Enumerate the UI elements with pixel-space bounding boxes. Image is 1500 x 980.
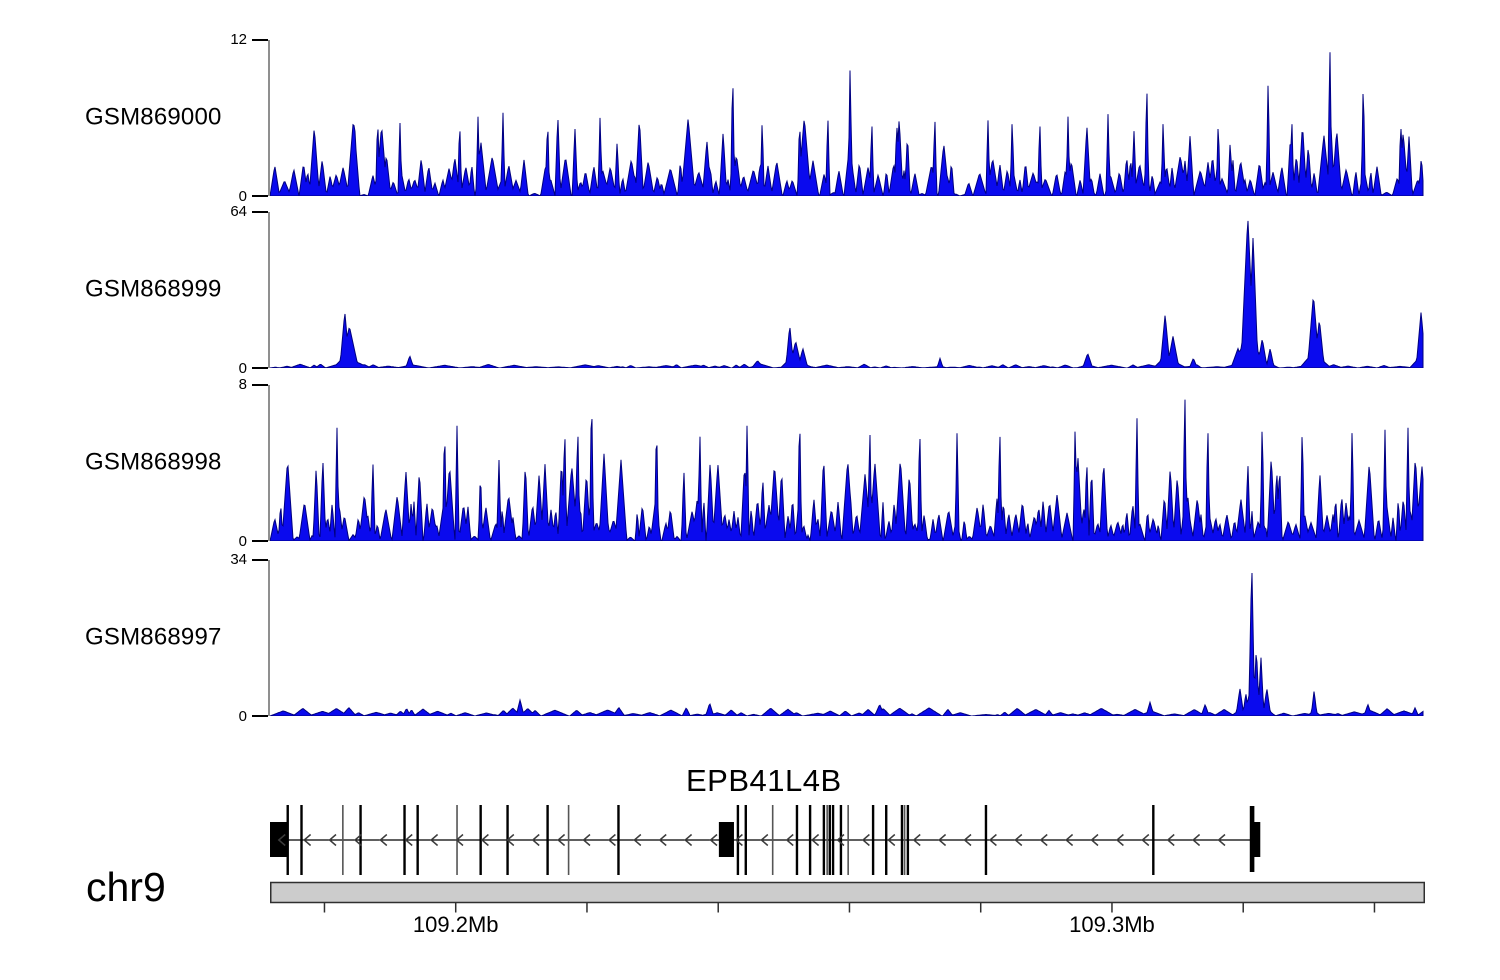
track-label: GSM868998 <box>85 448 222 476</box>
y-axis-top-tick <box>252 211 268 213</box>
coverage-histogram-svg <box>270 399 1424 541</box>
y-axis-top-tick <box>252 559 268 561</box>
y-axis-bottom-tick <box>252 715 268 717</box>
y-axis-line <box>268 40 270 196</box>
y-axis-bottom-tick <box>252 367 268 369</box>
y-axis-bottom-tick <box>252 540 268 542</box>
y-axis-zero-label: 0 <box>238 188 247 205</box>
y-axis-zero-label: 0 <box>238 708 247 725</box>
track-label: GSM868999 <box>85 275 222 303</box>
y-axis-max-label: 34 <box>230 551 247 568</box>
y-axis-line <box>268 385 270 541</box>
y-axis-max-label: 64 <box>230 203 247 220</box>
axis-mb-label: 109.2Mb <box>412 912 499 937</box>
coverage-histogram-svg <box>270 52 1424 196</box>
y-axis-zero-label: 0 <box>238 360 247 377</box>
axis-mb-label: 109.3Mb <box>1069 912 1155 937</box>
track-row: GSM868998 8 0 <box>0 376 1500 550</box>
gene-model-svg <box>270 805 1261 875</box>
track-row: GSM869000 12 0 <box>0 31 1500 205</box>
gene-name-label: EPB41L4B <box>685 763 842 798</box>
track-label: GSM868997 <box>85 623 222 651</box>
y-axis-max-label: 12 <box>230 31 247 48</box>
y-axis-max-label: 8 <box>238 376 247 393</box>
y-axis-top-tick <box>252 384 268 386</box>
y-axis-zero-label: 0 <box>238 533 247 550</box>
track-row: GSM868999 64 0 <box>0 203 1500 377</box>
y-axis-top-tick <box>252 39 268 41</box>
chromosome-label: chr9 <box>86 864 166 910</box>
genome-axis-svg <box>270 881 1425 913</box>
y-axis-line <box>268 560 270 716</box>
y-axis-bottom-tick <box>252 195 268 197</box>
coverage-histogram-svg <box>270 572 1424 716</box>
track-label: GSM869000 <box>85 103 222 131</box>
track-row: GSM868997 34 0 <box>0 551 1500 725</box>
y-axis-line <box>268 212 270 368</box>
coverage-histogram-svg <box>270 220 1424 368</box>
